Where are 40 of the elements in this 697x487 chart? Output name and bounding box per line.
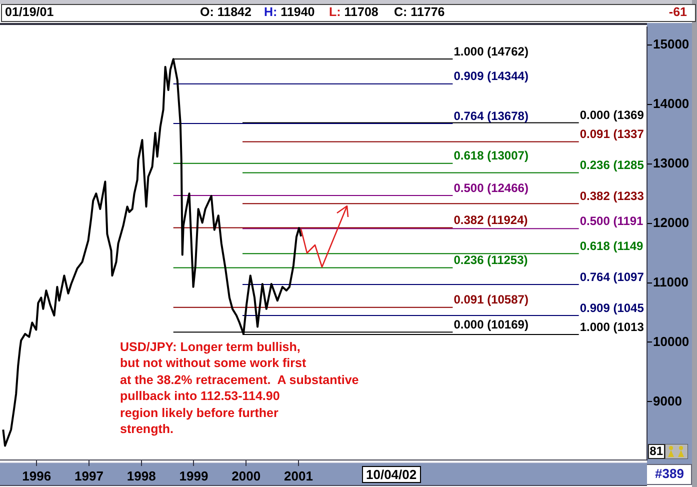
y-tick-label: 14000 xyxy=(653,96,690,111)
text: L: 11708 xyxy=(329,5,378,20)
text: 01/19/01 xyxy=(5,5,54,20)
series-label: 0.000 (10169) xyxy=(454,317,528,332)
annotation: 1.000 (1013 xyxy=(580,320,644,334)
x-tick-label: 1998 xyxy=(126,468,156,484)
annotation: 0.236 (1285 xyxy=(580,158,644,172)
annotation: 0.618 (1149 xyxy=(580,238,644,253)
annotation: USD/JPY: Longer term bullish, but not without some work first at the 38.2% retracement. A substantive pullback into 112.53-114.90 region likely before further strength. xyxy=(120,339,359,438)
annotation: 0.091 (1337 xyxy=(580,127,644,142)
text: C: 11776 xyxy=(394,5,445,20)
series-label: 0.091 (10587) xyxy=(454,292,528,307)
series-label: 0.764 (13678) xyxy=(454,108,528,123)
x-tick-label: 1997 xyxy=(74,468,104,484)
text: 81 xyxy=(648,444,663,458)
series-label: 0.236 (11253) xyxy=(454,253,528,268)
text: 10/04/02 xyxy=(362,466,421,483)
y-tick-label: 11000 xyxy=(653,274,688,290)
y-tick-label: 15000 xyxy=(653,36,690,52)
y-tick-label: 12000 xyxy=(653,214,690,230)
x-tick-label: 2000 xyxy=(232,468,261,484)
annotation: 0.000 (1369 xyxy=(580,108,644,122)
y-tick-label: 9000 xyxy=(653,393,682,408)
text: -61 xyxy=(668,5,687,20)
series-label: 0.909 (14344) xyxy=(454,69,528,84)
y-tick-label: 10000 xyxy=(653,334,690,349)
annotation: 0.764 (1097 xyxy=(580,270,644,284)
series-label: 1.000 (14762) xyxy=(454,44,528,58)
x-tick-label: 1996 xyxy=(22,468,52,484)
series-label: 0.500 (12466) xyxy=(454,180,528,195)
x-tick-label: 1999 xyxy=(179,468,208,484)
text: H: 11940 xyxy=(264,5,315,20)
annotation: 0.500 (1191 xyxy=(580,214,644,228)
annotation: 0.382 (1233 xyxy=(580,188,644,203)
annotation: 0.909 (1045 xyxy=(580,300,644,315)
x-tick-label: 2001 xyxy=(284,468,313,484)
series-label: 0.618 (13007) xyxy=(454,148,528,163)
text: O: 11842 xyxy=(200,5,252,20)
y-tick-label: 13000 xyxy=(653,155,690,170)
series-label: 0.382 (11924) xyxy=(454,213,528,228)
